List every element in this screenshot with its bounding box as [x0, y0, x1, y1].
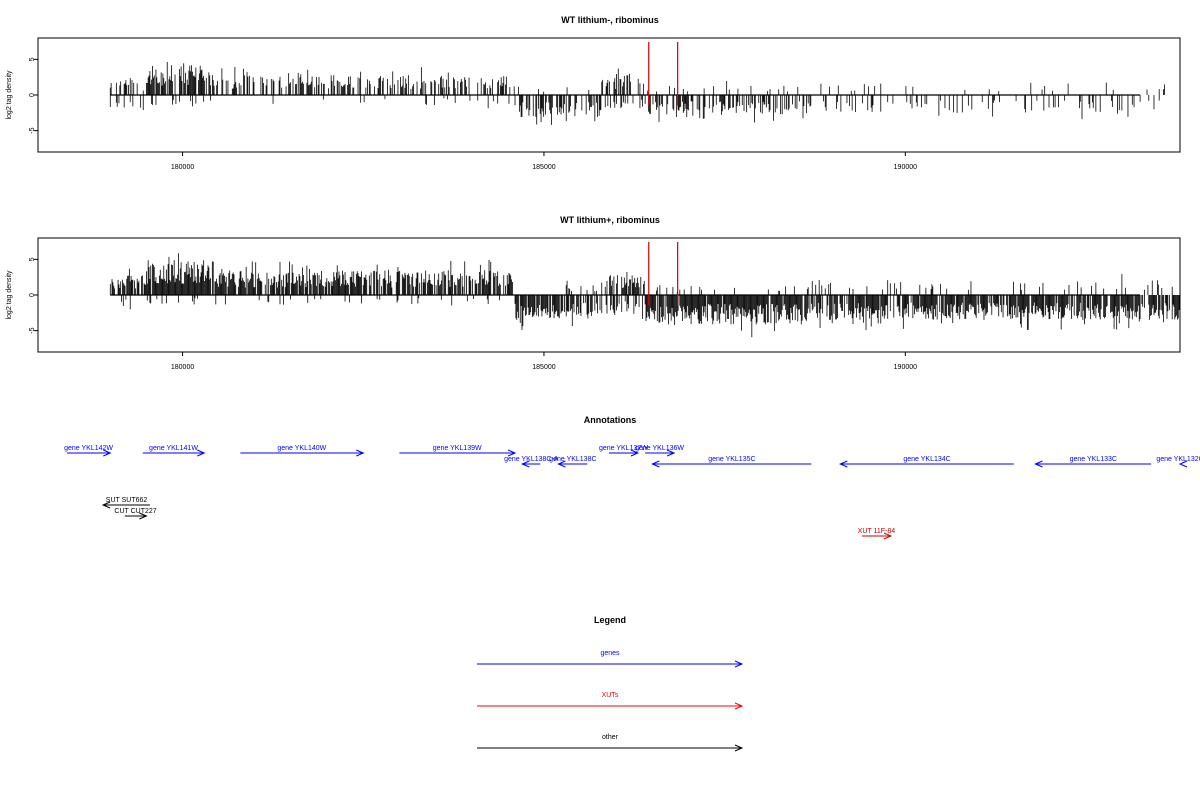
- feature-arrowhead: [666, 449, 676, 457]
- annotations-track: Annotations gene YKL142W gene YKL141W gene…: [64, 415, 1200, 540]
- feature-label: gene YKL139W: [433, 445, 482, 452]
- feature-label: gene YKL138C-A: [504, 456, 559, 463]
- annotation-features: gene YKL142W gene YKL141W gene YKL140W gene…: [64, 445, 1200, 540]
- feature-label: gene YKL137W: [599, 445, 648, 452]
- feature-arrowhead: [883, 532, 893, 540]
- x-tick-label: 185000: [532, 364, 555, 371]
- feature-label: gene YKL142W: [64, 445, 113, 452]
- feature-arrowhead: [839, 460, 848, 468]
- feature-label: XUT 11F-84: [858, 528, 896, 535]
- feature-label: gene YKL133C: [1070, 456, 1117, 463]
- y-tick-label: 0: [29, 93, 36, 97]
- legend-label: other: [602, 734, 619, 741]
- legend-arrowhead: [734, 660, 744, 668]
- y-tick-label: -5: [29, 327, 36, 333]
- feature-arrowhead: [1034, 460, 1043, 468]
- x-tick-label: 180000: [171, 364, 194, 371]
- legend: Legend genes XUTs other: [477, 615, 744, 752]
- panel-lithium-minus: WT lithium-, ribominus log2 tag density …: [6, 15, 1181, 171]
- feature-arrowhead: [651, 460, 660, 468]
- legend-arrowhead: [734, 744, 744, 752]
- y-axis-label: log2 tag density: [6, 70, 13, 120]
- y-tick-label: -5: [29, 127, 36, 133]
- feature-arrowhead: [507, 449, 517, 457]
- legend-arrowhead: [734, 702, 744, 710]
- y-tick-label: 0: [29, 293, 36, 297]
- feature-arrowhead: [1178, 460, 1188, 468]
- feature-arrowhead: [139, 512, 148, 520]
- feature-label: gene YKL132C: [1156, 456, 1200, 463]
- feature-arrowhead: [356, 449, 365, 457]
- axes: -5 0 5 180000 185000 190000: [29, 57, 917, 171]
- feature-label: CUT CUT227: [114, 508, 156, 515]
- feature-label: gene YKL140W: [277, 445, 326, 452]
- x-tick-label: 185000: [532, 164, 555, 171]
- feature-arrowhead: [101, 501, 111, 509]
- density-bars: [109, 242, 1180, 338]
- feature-label: gene YKL141W: [149, 445, 198, 452]
- axes: -5 0 5 180000 185000 190000: [29, 257, 917, 371]
- panel-title: WT lithium+, ribominus: [560, 215, 660, 225]
- annotations-title: Annotations: [584, 415, 637, 425]
- x-tick-label: 180000: [171, 164, 194, 171]
- y-axis-label: log2 tag density: [6, 270, 13, 320]
- legend-label: genes: [600, 650, 620, 657]
- feature-label: gene YKL138C: [549, 456, 596, 463]
- panel-title: WT lithium-, ribominus: [561, 15, 659, 25]
- x-tick-label: 190000: [894, 364, 917, 371]
- feature-arrowhead: [520, 460, 530, 468]
- panel-lithium-plus: WT lithium+, ribominus log2 tag density …: [6, 215, 1181, 371]
- y-tick-label: 5: [29, 257, 36, 261]
- feature-arrowhead: [630, 449, 640, 457]
- density-bars: [109, 42, 1165, 125]
- legend-title: Legend: [594, 615, 626, 625]
- legend-items: genes XUTs other: [477, 650, 744, 752]
- legend-label: XUTs: [602, 692, 619, 699]
- feature-arrowhead: [197, 449, 206, 457]
- feature-label: gene YKL134C: [903, 456, 950, 463]
- feature-arrowhead: [103, 449, 112, 457]
- feature-arrowhead: [557, 460, 566, 468]
- feature-label: gene YKL135C: [708, 456, 755, 463]
- feature-label: SUT SUT662: [106, 497, 148, 504]
- x-tick-label: 190000: [894, 164, 917, 171]
- feature-label: gene YKL136W: [635, 445, 684, 452]
- y-tick-label: 5: [29, 57, 36, 61]
